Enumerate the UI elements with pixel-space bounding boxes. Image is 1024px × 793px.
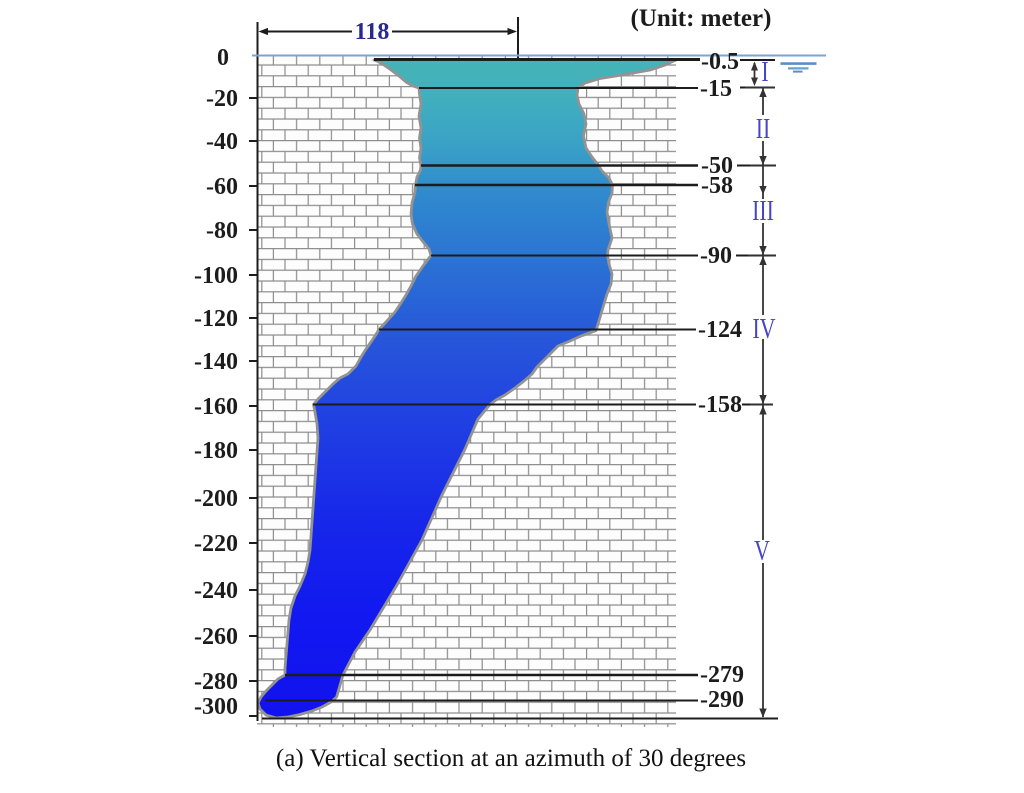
svg-text:-60: -60 bbox=[206, 174, 238, 200]
svg-text:(Unit: meter): (Unit: meter) bbox=[631, 5, 772, 32]
svg-text:-124: -124 bbox=[698, 317, 742, 343]
svg-text:-240: -240 bbox=[194, 578, 238, 604]
svg-text:-290: -290 bbox=[700, 687, 744, 713]
svg-text:-20: -20 bbox=[206, 86, 238, 112]
svg-text:-58: -58 bbox=[701, 173, 733, 199]
svg-text:(a) Vertical section at an azi: (a) Vertical section at an azimuth of 30… bbox=[276, 745, 746, 772]
svg-text:-160: -160 bbox=[194, 394, 238, 420]
svg-text:-50: -50 bbox=[701, 153, 733, 179]
svg-text:-200: -200 bbox=[194, 486, 238, 512]
svg-text:-158: -158 bbox=[698, 392, 742, 418]
svg-text:-0.5: -0.5 bbox=[701, 49, 739, 75]
svg-text:-40: -40 bbox=[206, 129, 238, 155]
svg-text:-220: -220 bbox=[194, 531, 238, 557]
svg-text:-280: -280 bbox=[194, 669, 238, 695]
svg-text:I: I bbox=[761, 58, 768, 88]
svg-text:0: 0 bbox=[217, 45, 229, 71]
svg-text:-120: -120 bbox=[194, 306, 238, 332]
svg-text:-279: -279 bbox=[700, 662, 744, 688]
svg-text:V: V bbox=[754, 537, 770, 567]
svg-text:-140: -140 bbox=[194, 349, 238, 375]
svg-text:III: III bbox=[752, 197, 774, 227]
svg-text:II: II bbox=[756, 115, 771, 145]
svg-text:IV: IV bbox=[752, 315, 775, 345]
svg-text:-260: -260 bbox=[194, 624, 238, 650]
svg-text:-80: -80 bbox=[206, 218, 238, 244]
svg-text:-300: -300 bbox=[194, 694, 238, 720]
svg-text:-15: -15 bbox=[700, 76, 732, 102]
svg-text:118: 118 bbox=[355, 19, 390, 45]
svg-text:-90: -90 bbox=[700, 243, 732, 269]
svg-text:-180: -180 bbox=[194, 438, 238, 464]
svg-text:-100: -100 bbox=[194, 263, 238, 289]
